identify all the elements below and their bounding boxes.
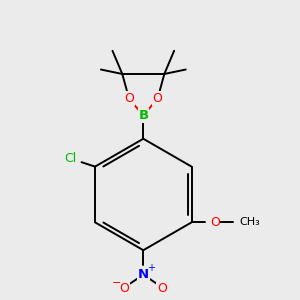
Text: O: O <box>120 283 130 296</box>
Text: O: O <box>153 92 163 105</box>
Text: O: O <box>157 283 167 296</box>
Text: B: B <box>138 109 148 122</box>
Text: +: + <box>147 263 155 273</box>
Text: O: O <box>210 216 220 229</box>
Text: O: O <box>124 92 134 105</box>
Text: −: − <box>112 278 121 288</box>
Text: CH₃: CH₃ <box>239 217 260 227</box>
Text: Cl: Cl <box>64 152 77 165</box>
Text: N: N <box>138 268 149 281</box>
